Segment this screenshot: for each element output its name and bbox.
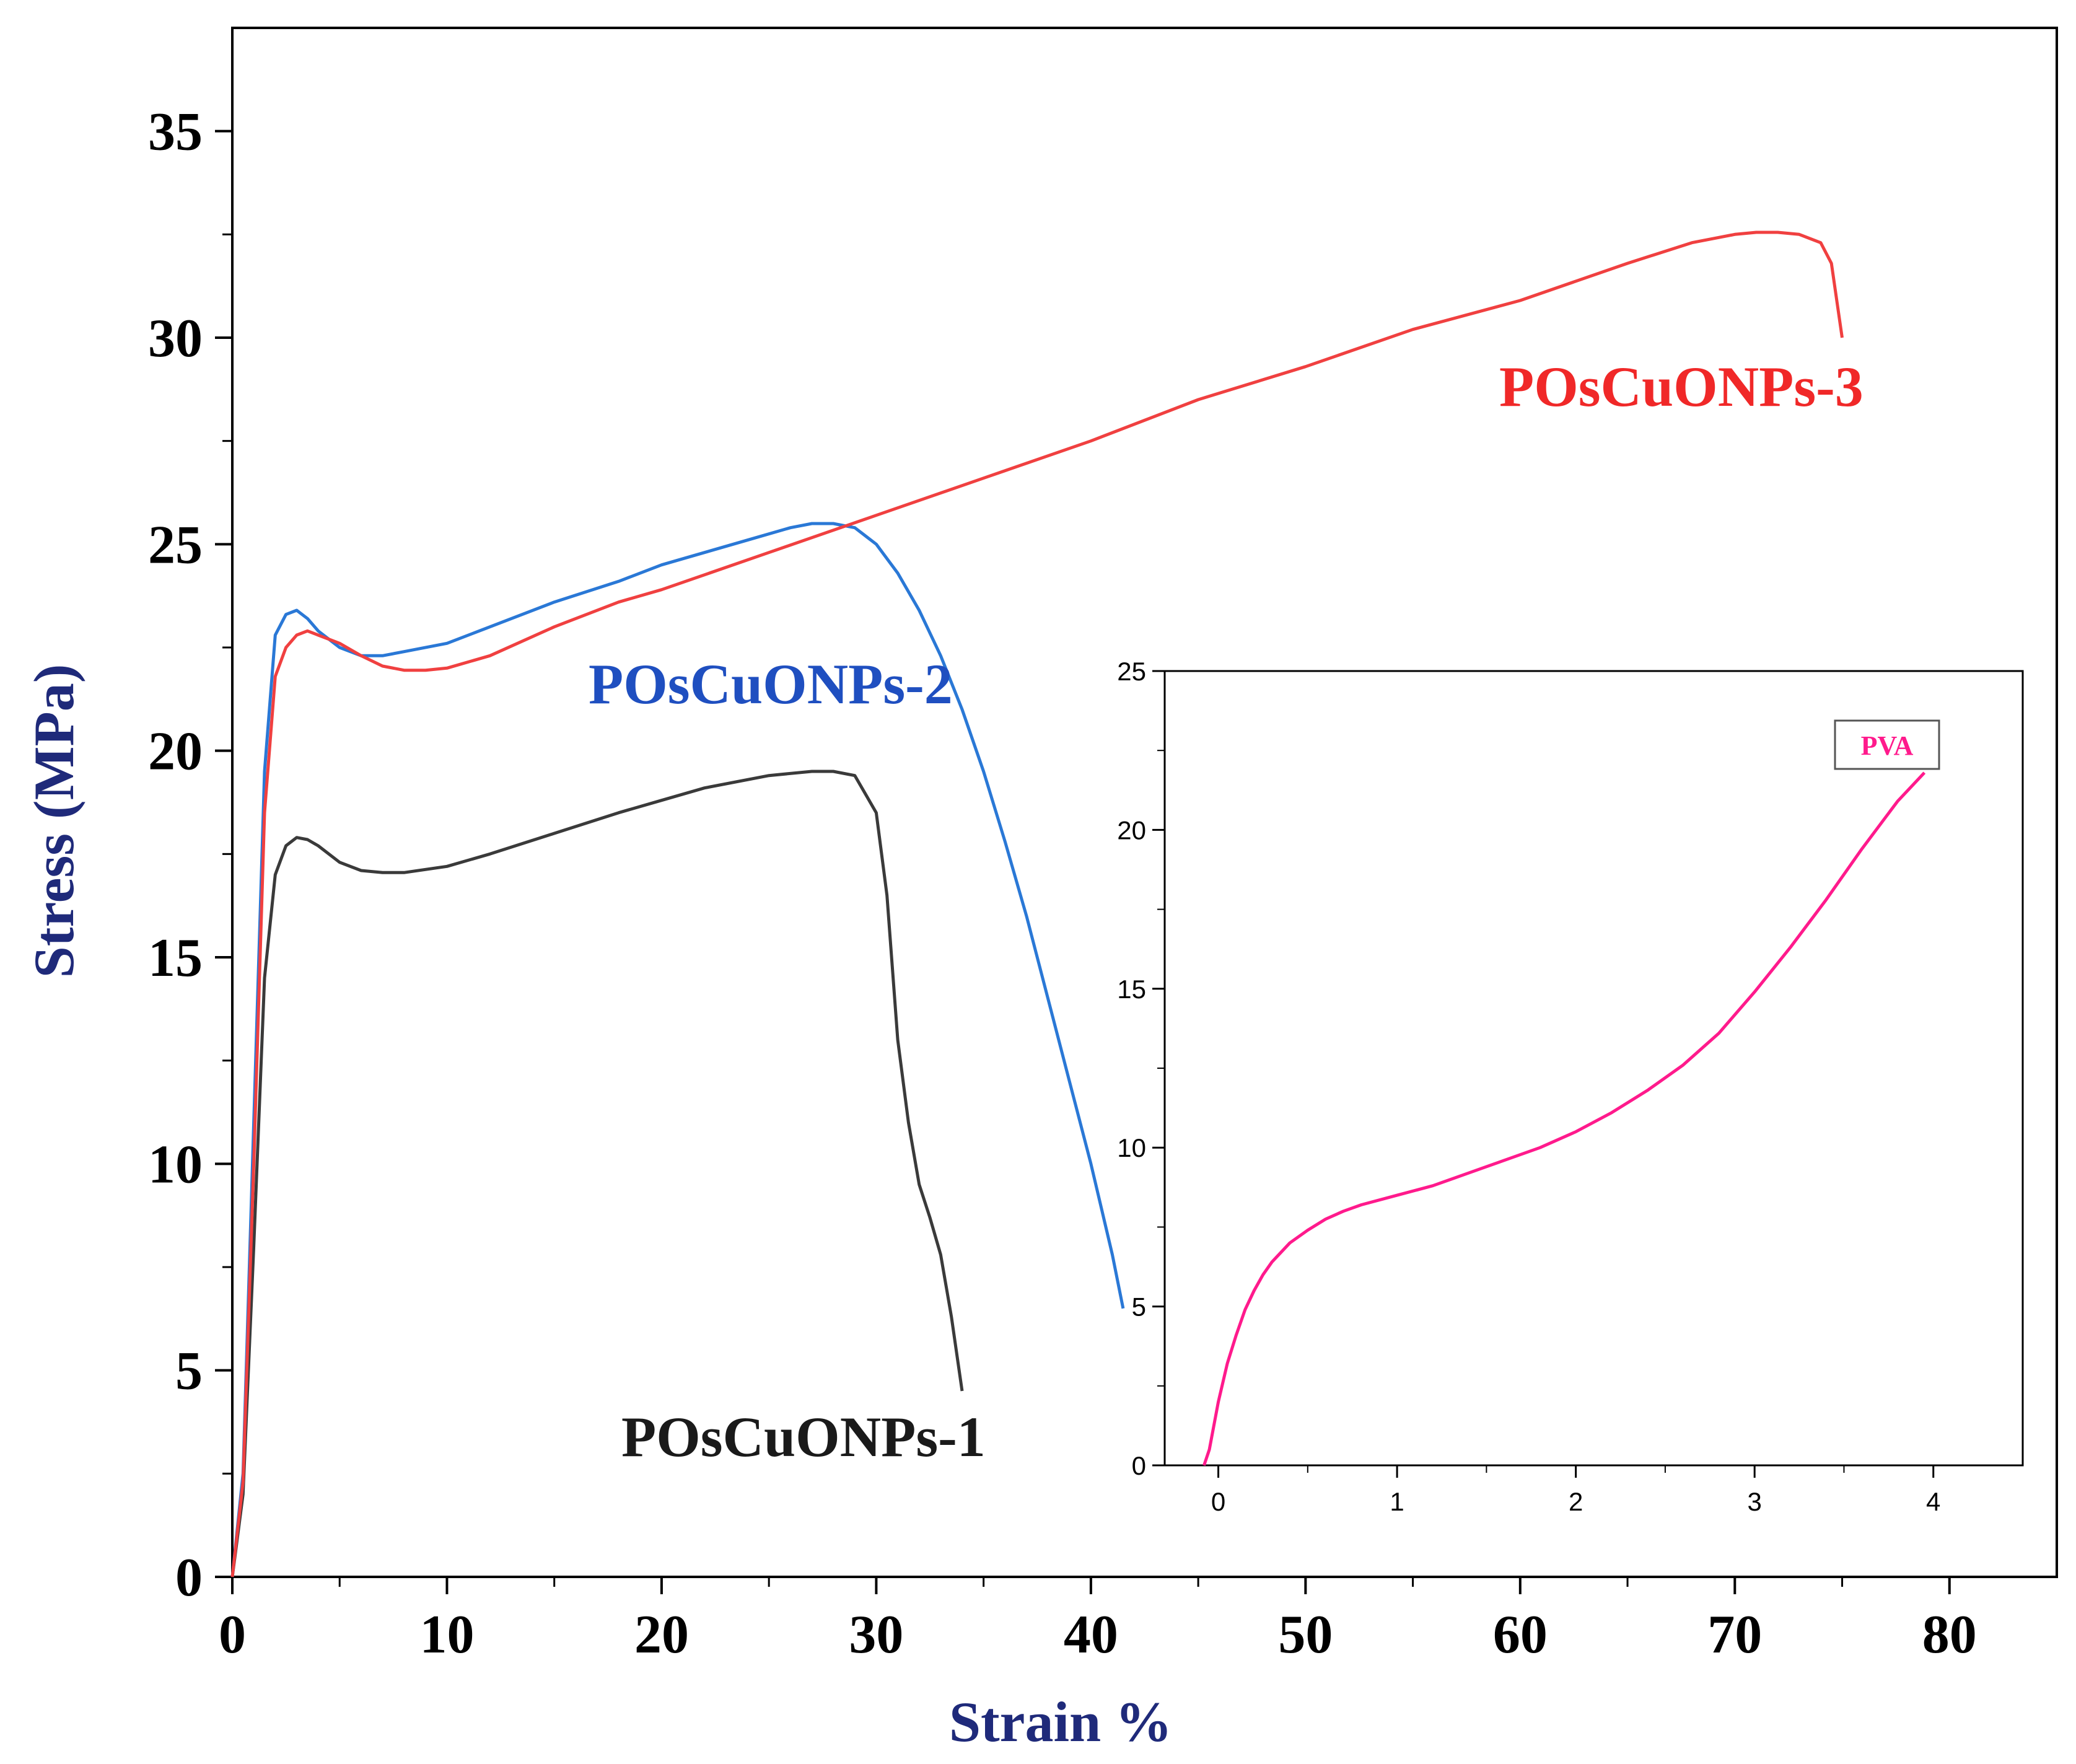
x-tick-label: 50 [1278,1605,1333,1665]
inset-plot-area: 0 1 2 3 4 0 5 10 15 20 25 [1117,657,2024,1516]
y-tick-label: 35 [148,102,203,162]
inset-plot-frame [1163,670,2024,1467]
x-tick-label: 30 [849,1605,903,1665]
y-tick-label: 15 [148,928,203,988]
inset-y-tick-label: 25 [1117,657,1146,686]
series-line-poscuonps-1 [230,770,964,1578]
inset-x-tick-label: 4 [1926,1487,1940,1516]
main-plot-frame [231,27,2058,1578]
x-tick-label: 0 [219,1605,246,1665]
y-tick-label: 20 [148,722,203,782]
x-tick-label: 80 [1922,1605,1977,1665]
inset-x-tick-label: 0 [1211,1487,1225,1516]
inset-x-tick-label: 1 [1390,1487,1404,1516]
y-tick-label: 5 [175,1341,203,1402]
series-label-pva: PVA [1861,731,1914,761]
y-tick-label: 30 [148,309,203,369]
y-tick-label: 10 [148,1134,203,1195]
inset-y-tick-label: 5 [1132,1292,1146,1322]
inset-y-tick-label: 10 [1117,1133,1146,1162]
inset-legend-box [1834,719,1940,770]
x-tick-label: 70 [1707,1605,1762,1665]
x-tick-label: 60 [1493,1605,1548,1665]
inset-x-tick-label: 2 [1569,1487,1583,1516]
series-label-poscuonps-3: POsCuONPs-3 [1499,355,1864,418]
series-line-poscuonps-2 [230,522,1125,1578]
x-tick-label: 20 [634,1605,689,1665]
x-axis-title: Strain % [949,1690,1172,1753]
inset-x-tick-label: 3 [1748,1487,1762,1516]
series-label-poscuonps-2: POsCuONPs-2 [589,652,953,716]
inset-y-tick-label: 15 [1117,975,1146,1004]
y-tick-label: 25 [148,515,203,575]
series-line-poscuonps-3 [230,230,1844,1578]
x-tick-label: 10 [419,1605,474,1665]
y-tick-label: 0 [175,1548,203,1608]
y-axis-title: Stress (MPa) [22,664,85,978]
inset-y-tick-label: 20 [1117,815,1146,845]
series-label-poscuonps-1: POsCuONPs-1 [621,1405,986,1468]
x-tick-label: 40 [1064,1605,1118,1665]
series-line-pva [1202,771,1926,1466]
inset-y-tick-label: 0 [1132,1451,1146,1480]
